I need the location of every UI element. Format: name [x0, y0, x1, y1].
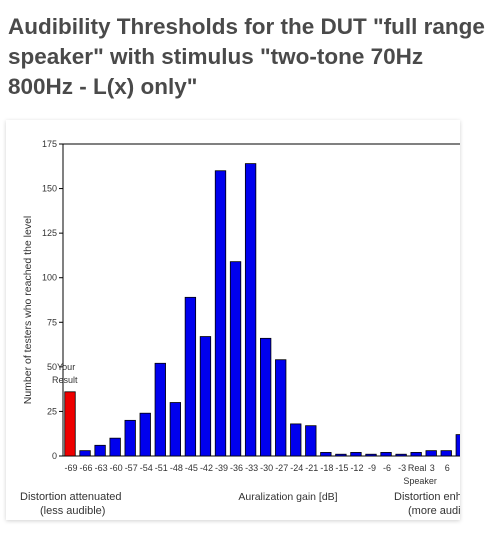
bar [109, 437, 121, 457]
bar [365, 453, 377, 457]
x-tick-label: 6 [445, 463, 450, 473]
x-tick-label: 3 [430, 463, 435, 473]
y-tick-label: 50 [47, 362, 57, 372]
bar [305, 425, 317, 457]
x-tick-label: -9 [368, 463, 376, 473]
x-tick-label: Real Speaker [403, 463, 437, 486]
x-tick-label: -3 [398, 463, 406, 473]
bar [214, 170, 227, 457]
bar [94, 444, 106, 457]
bar [244, 163, 257, 457]
bar [169, 402, 182, 457]
bar [425, 450, 437, 457]
x-tick-label: -39 [215, 463, 228, 473]
bar [350, 452, 362, 457]
x-tick-label: -48 [170, 463, 183, 473]
x-tick-label: -42 [200, 463, 213, 473]
bar [410, 452, 422, 457]
footer-left-line2: (less audible) [40, 505, 105, 517]
y-tick-label: 150 [42, 184, 57, 194]
bar [79, 450, 91, 457]
annotation-line2: Result [52, 375, 78, 385]
bar [320, 452, 332, 457]
footer-right-line1: Distortion enhanced [394, 491, 460, 503]
x-tick-label: -69 [64, 463, 77, 473]
x-tick-label: -30 [260, 463, 273, 473]
y-tick-label: 175 [42, 139, 57, 149]
x-tick-label: -36 [230, 463, 243, 473]
y-tick-label: 100 [42, 273, 57, 283]
y-tick-label: 125 [42, 228, 57, 238]
bar [440, 450, 452, 457]
bar [275, 359, 287, 457]
chart-card: 0 25 50 75 100 125 150 175 -69 -66 -63 -60 -57 -54 -5… [6, 120, 460, 520]
bar [259, 337, 272, 457]
x-tick-label: -12 [350, 463, 363, 473]
bar [139, 412, 151, 457]
x-tick-label: -24 [290, 463, 303, 473]
bar [154, 362, 166, 457]
y-tick-label: 75 [47, 317, 57, 327]
x-tick-label: -6 [383, 463, 391, 473]
bar [335, 453, 347, 457]
x-tick-label: -66 [80, 463, 93, 473]
x-tick-label: -60 [110, 463, 123, 473]
x-tick-label: -63 [95, 463, 108, 473]
bar [395, 453, 407, 457]
bar [380, 452, 392, 457]
bar [124, 419, 136, 457]
bars [64, 163, 460, 457]
x-tick-label: -54 [140, 463, 153, 473]
x-tick-label: -57 [125, 463, 138, 473]
page-title: Audibility Thresholds for the DUT "full … [8, 14, 485, 99]
annotation-line1: Your [57, 362, 75, 372]
y-tick-label: 25 [47, 406, 57, 416]
bar [290, 423, 302, 457]
x-tick-label: -21 [305, 463, 318, 473]
x-tick-label: -27 [275, 463, 288, 473]
x-tick-label: -15 [335, 463, 348, 473]
y-tick-label: 0 [52, 451, 57, 461]
y-axis-label: Number of testers who reached the level [22, 216, 34, 405]
bar-your-result [64, 391, 76, 457]
footer-right-line2: (more audible) [408, 505, 460, 517]
x-axis-label: Auralization gain [dB] [238, 491, 337, 503]
x-tick-labels: -69 -66 -63 -60 -57 -54 -51 -48 -45 -42 -39 -36 -33-… [64, 463, 449, 486]
x-tick-label: -33 [245, 463, 258, 473]
bar [455, 434, 460, 457]
x-tick-label: -45 [185, 463, 198, 473]
bar [229, 261, 242, 457]
bar [184, 296, 197, 457]
bar [199, 336, 212, 457]
x-tick-label: -51 [155, 463, 168, 473]
footer-left-line1: Distortion attenuated [20, 491, 122, 503]
x-tick-label: -18 [320, 463, 333, 473]
